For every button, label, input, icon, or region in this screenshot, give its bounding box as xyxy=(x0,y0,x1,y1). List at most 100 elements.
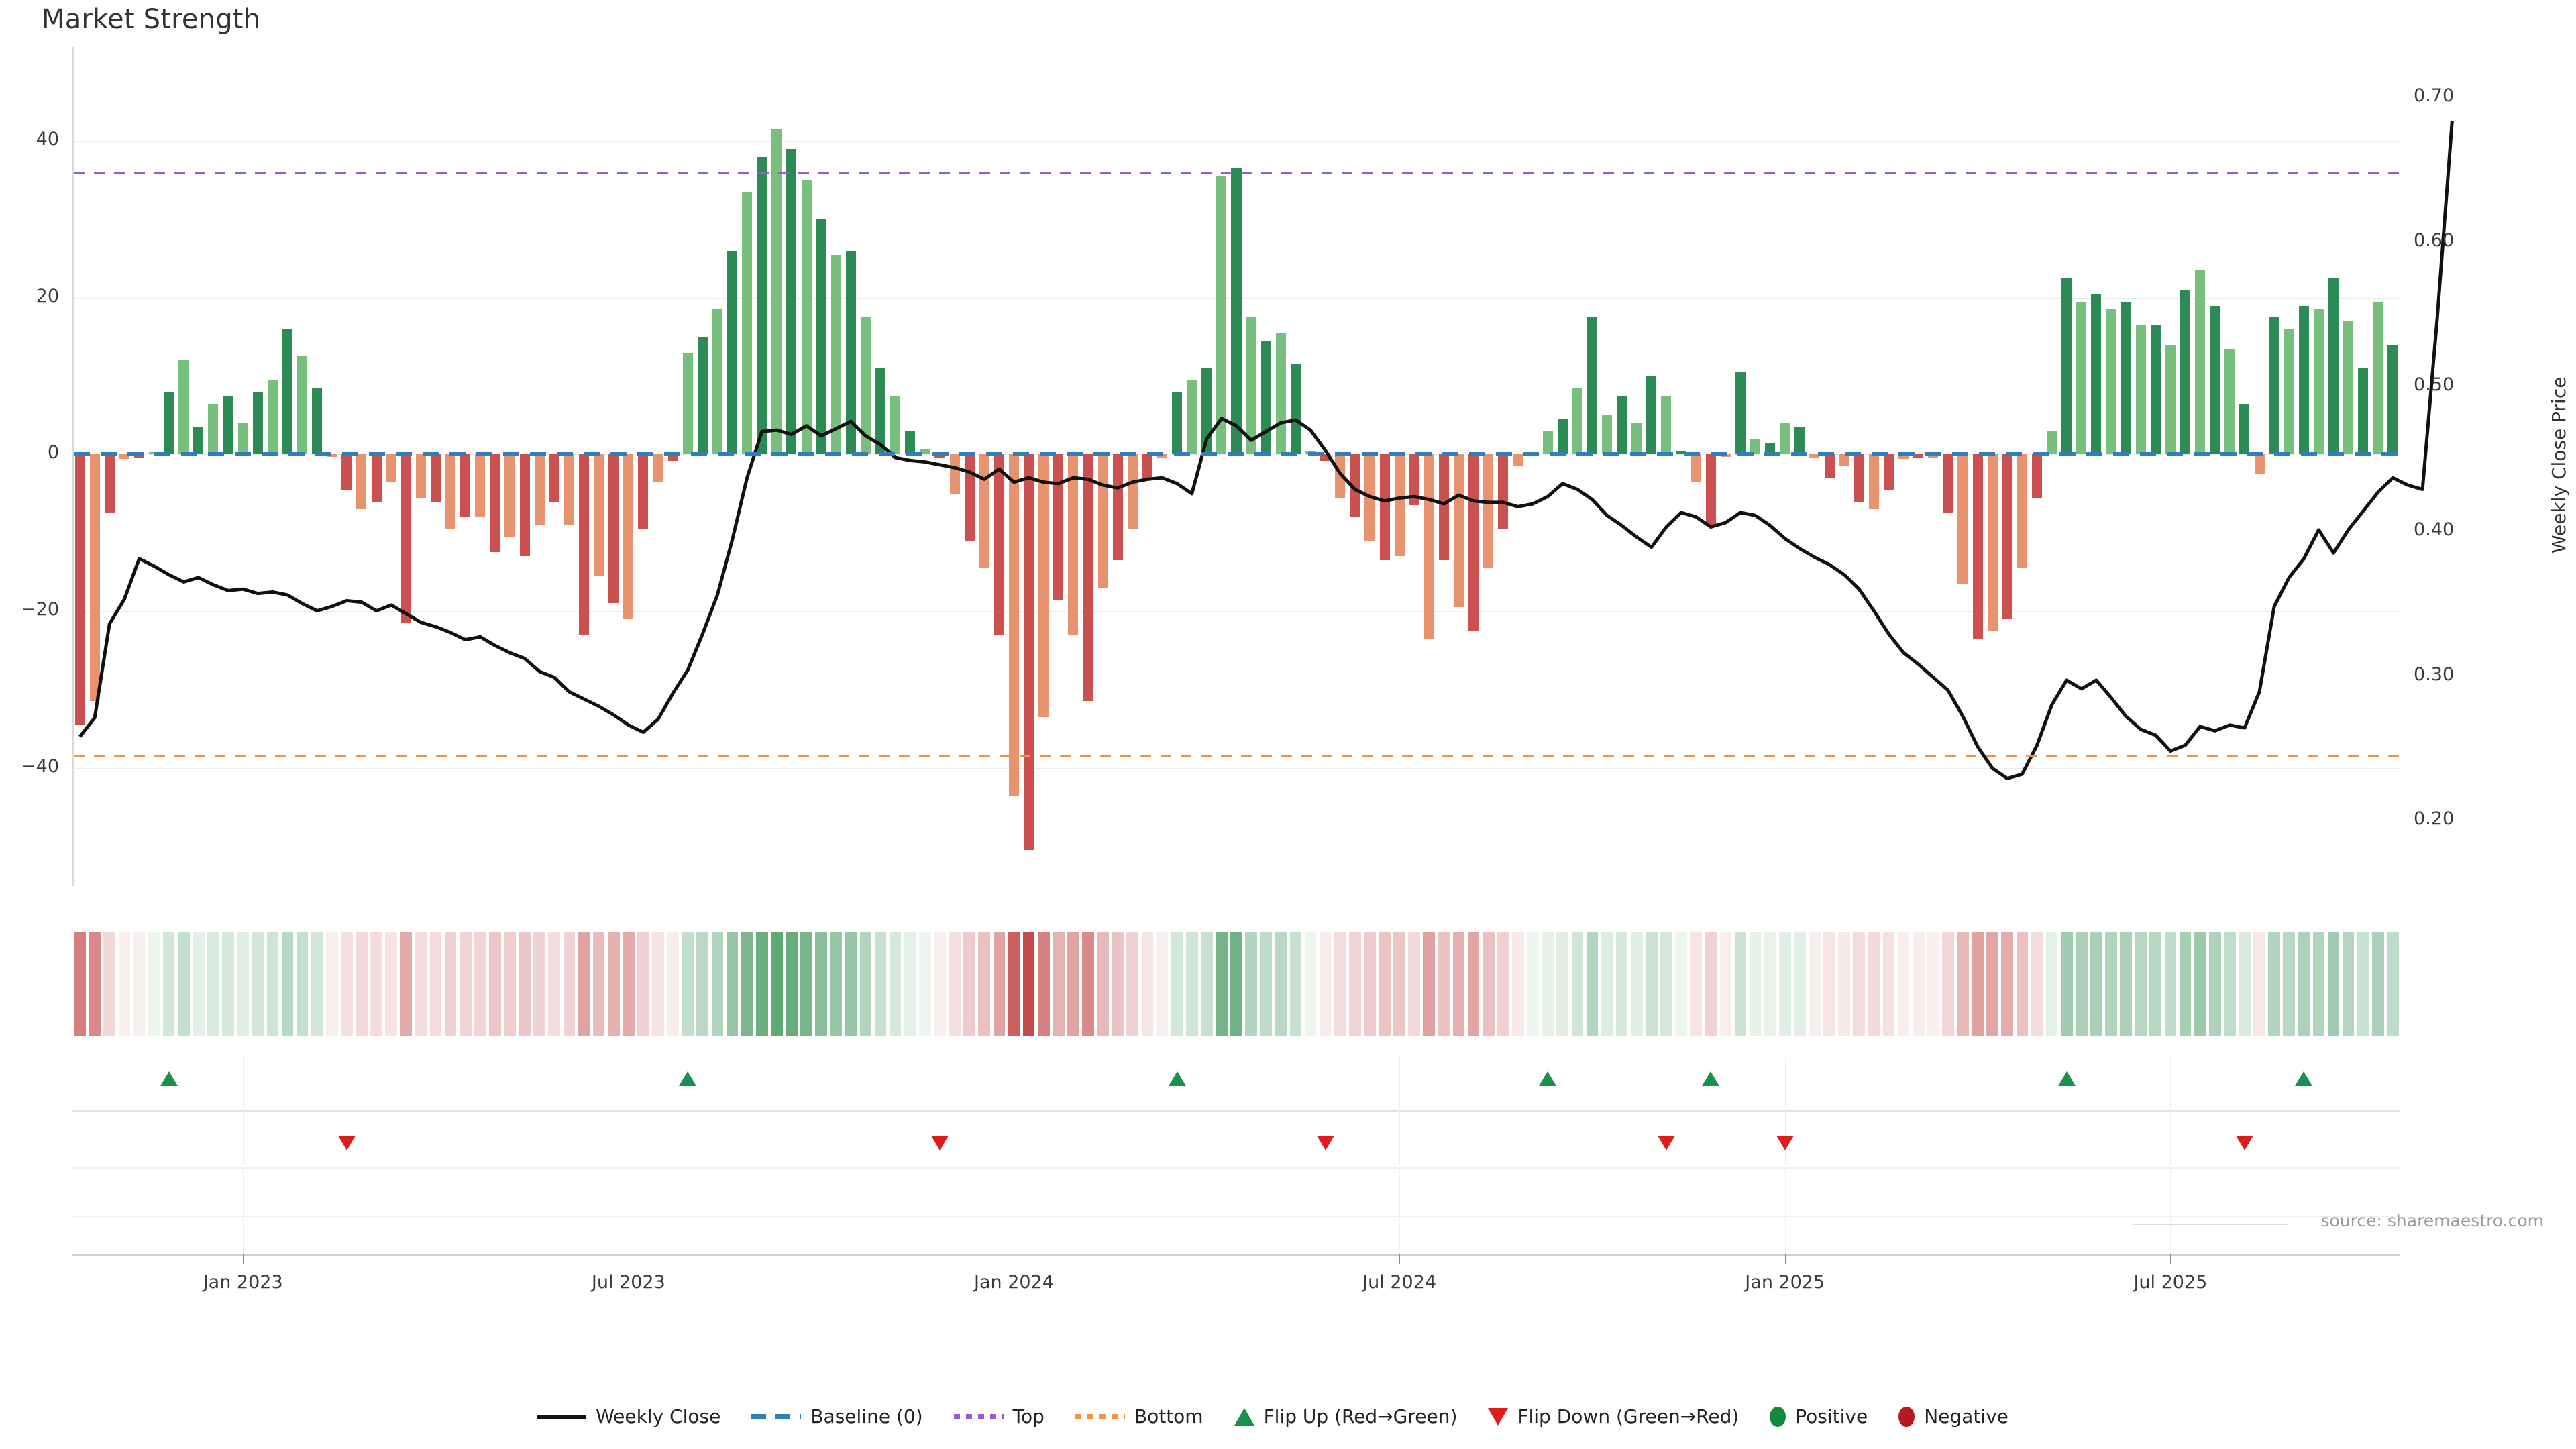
x-tick-label: Jan 2025 xyxy=(1745,1272,1825,1293)
heatmap-cell xyxy=(2060,932,2073,1036)
legend-item-flip-up[interactable]: Flip Up (Red→Green) xyxy=(1234,1405,1457,1428)
bar xyxy=(1350,454,1360,517)
heatmap-cell xyxy=(2075,932,2088,1036)
bar xyxy=(1572,388,1582,455)
heatmap-cell xyxy=(266,932,279,1036)
x-tick-label: Jul 2023 xyxy=(591,1272,665,1293)
heatmap-cell xyxy=(356,932,368,1036)
legend-item-negative[interactable]: Negative xyxy=(1898,1405,2008,1428)
flip-up-marker[interactable] xyxy=(1702,1071,1720,1086)
heatmap-cell xyxy=(592,932,605,1036)
heatmap-cell xyxy=(1868,932,1880,1036)
bar xyxy=(1617,395,1627,455)
bar xyxy=(519,454,530,557)
flip-down-marker[interactable] xyxy=(1657,1136,1675,1150)
flip-up-marker[interactable] xyxy=(2295,1071,2313,1086)
bar xyxy=(1127,454,1138,529)
heatmap-cell xyxy=(2164,932,2177,1036)
bar xyxy=(2017,454,2027,568)
legend-item-weekly-close[interactable]: Weekly Close xyxy=(537,1405,720,1428)
heatmap-cell xyxy=(74,932,86,1036)
heatmap-cell xyxy=(2387,932,2399,1036)
flip-down-marker[interactable] xyxy=(1776,1136,1794,1150)
bar xyxy=(2135,325,2146,455)
x-tick-label: Jul 2024 xyxy=(1362,1272,1437,1293)
flip-down-marker[interactable] xyxy=(2235,1136,2253,1150)
heatmap-cell xyxy=(296,932,309,1036)
bar xyxy=(771,129,782,455)
heatmap-cell xyxy=(978,932,991,1036)
bar xyxy=(1379,454,1390,561)
heatmap-cell xyxy=(1423,932,1436,1036)
heatmap-cell xyxy=(1216,932,1228,1036)
heatmap-cell xyxy=(889,932,902,1036)
bottom-vgrid xyxy=(2170,1167,2171,1254)
bar xyxy=(1246,317,1256,455)
bar xyxy=(1898,454,1909,460)
legend-item-bottom[interactable]: Bottom xyxy=(1075,1405,1203,1428)
heatmap-cell xyxy=(548,932,561,1036)
bar xyxy=(267,380,278,455)
heatmap-cell xyxy=(1571,932,1584,1036)
bar xyxy=(1320,454,1331,461)
legend-label: Top xyxy=(1012,1405,1044,1428)
legend-item-baseline[interactable]: Baseline (0) xyxy=(751,1405,923,1428)
heatmap-cell xyxy=(444,932,457,1036)
bar xyxy=(371,454,382,502)
heatmap-cell xyxy=(1497,932,1509,1036)
bar xyxy=(237,423,248,455)
bar xyxy=(1780,423,1790,455)
bar xyxy=(1024,454,1034,851)
heatmap-cell xyxy=(1586,932,1599,1036)
flip-up-marker[interactable] xyxy=(1168,1071,1186,1086)
heatmap-cell xyxy=(370,932,382,1036)
legend-item-top[interactable]: Top xyxy=(953,1405,1044,1428)
right-tick: 0.20 xyxy=(2414,808,2455,830)
bar xyxy=(1794,427,1805,455)
bar xyxy=(742,192,753,455)
heatmap-cell xyxy=(2105,932,2117,1036)
bar xyxy=(2165,344,2176,455)
heatmap-cell xyxy=(1082,932,1094,1036)
heatmap-cell xyxy=(1185,932,1198,1036)
flip-up-marker[interactable] xyxy=(2057,1071,2076,1086)
heatmap-cell xyxy=(1675,932,1687,1036)
dotted-line xyxy=(1075,1414,1125,1419)
heatmap-cell xyxy=(1067,932,1079,1036)
legend-item-positive[interactable]: Positive xyxy=(1770,1405,1868,1428)
bar xyxy=(1409,454,1419,506)
flip-down-marker[interactable] xyxy=(337,1136,356,1150)
strength-heatmap-strip xyxy=(72,932,2400,1036)
bar xyxy=(504,454,515,537)
flip-down-marker[interactable] xyxy=(930,1136,949,1150)
bar xyxy=(964,454,975,541)
flip-up-marker[interactable] xyxy=(160,1071,178,1086)
left-tick: −40 xyxy=(21,755,59,777)
bar xyxy=(564,454,574,525)
flip-markers-panel xyxy=(72,1057,2400,1164)
flip-up-marker[interactable] xyxy=(1539,1071,1557,1086)
bar xyxy=(1290,364,1301,455)
legend-item-flip-down[interactable]: Flip Down (Green→Red) xyxy=(1488,1405,1739,1428)
heatmap-cell xyxy=(1052,932,1065,1036)
right-tick: 0.40 xyxy=(2414,519,2455,540)
bar xyxy=(2313,309,2324,455)
heatmap-cell xyxy=(696,932,709,1036)
bar xyxy=(1438,454,1449,561)
flip-down-marker[interactable] xyxy=(1316,1136,1334,1150)
bar xyxy=(653,454,663,482)
flip-up-marker[interactable] xyxy=(679,1071,697,1086)
bar xyxy=(1868,454,1879,510)
heatmap-cell xyxy=(1438,932,1450,1036)
bar xyxy=(2150,325,2161,455)
bar xyxy=(1038,454,1049,717)
heatmap-cell xyxy=(1764,932,1776,1036)
bar xyxy=(860,317,871,455)
bar xyxy=(1097,454,1108,588)
heatmap-cell xyxy=(2312,932,2325,1036)
bar xyxy=(2387,344,2398,455)
bar xyxy=(1690,454,1701,482)
heatmap-cell xyxy=(2045,932,2058,1036)
heatmap-cell xyxy=(1794,932,1806,1036)
heatmap-cell xyxy=(1245,932,1257,1036)
